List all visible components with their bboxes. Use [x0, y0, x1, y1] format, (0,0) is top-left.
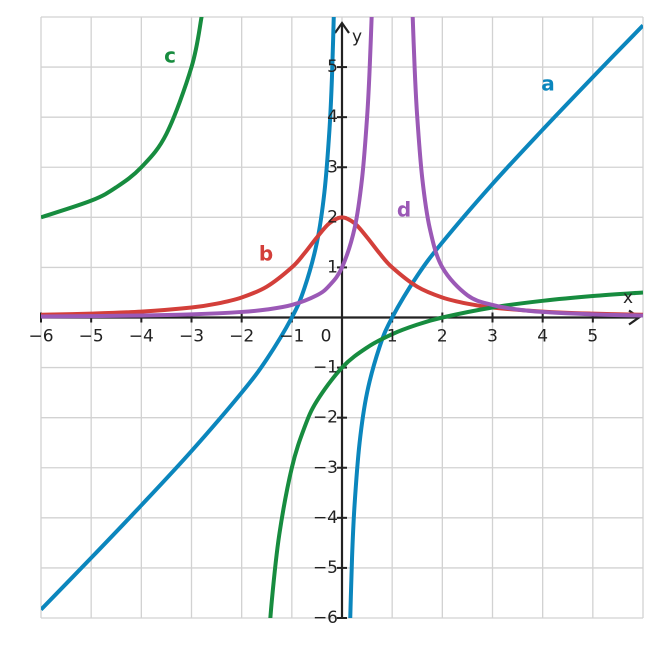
x-tick-label: −5 [79, 327, 104, 347]
curve-label: b [259, 242, 273, 266]
curve [41, 17, 374, 319]
y-tick-label: 4 [327, 107, 338, 127]
curve-label: a [541, 72, 555, 96]
y-tick-label: 5 [327, 57, 338, 77]
y-tick-label: 1 [327, 257, 338, 277]
x-tick-label: −6 [28, 327, 53, 347]
labels: −6 −5 −4 −3 −2 −1 0 1 2 3 4 5 −6 −5 −4 −3 −2 −1 1 2 3 4 5 a b c d [28, 44, 598, 629]
x-tick-label: 4 [537, 327, 548, 347]
y-tick-label: 2 [327, 207, 338, 227]
curve [410, 17, 643, 318]
curve-label: d [397, 198, 411, 222]
curve [41, 17, 336, 612]
curve [41, 17, 204, 220]
x-tick-label: 5 [587, 327, 598, 347]
curves [41, 17, 643, 618]
y-tick-label: −3 [313, 458, 338, 478]
y-tick-label: −2 [313, 408, 338, 428]
x-tick-label: 1 [387, 327, 398, 347]
x-tick-label: 0 [321, 327, 332, 347]
curve [348, 23, 643, 618]
x-axis-label: x [623, 288, 633, 308]
x-tick-label: −2 [229, 327, 254, 347]
x-tick-label: −3 [179, 327, 204, 347]
y-tick-label: −1 [313, 358, 338, 378]
curve [41, 215, 643, 317]
y-tick-label: −5 [313, 558, 338, 578]
curve-label: c [164, 44, 176, 68]
x-tick-label: 3 [487, 327, 498, 347]
y-axis-label: y [352, 27, 362, 47]
y-tick-label: −6 [313, 608, 338, 628]
x-tick-label: −1 [279, 327, 304, 347]
x-tick-label: 2 [437, 327, 448, 347]
y-tick-label: −4 [313, 508, 338, 528]
axes [40, 21, 641, 619]
curve [268, 290, 643, 618]
x-tick-label: −4 [129, 327, 154, 347]
y-tick-label: 3 [327, 157, 338, 177]
y-axis-arrow [334, 21, 350, 34]
